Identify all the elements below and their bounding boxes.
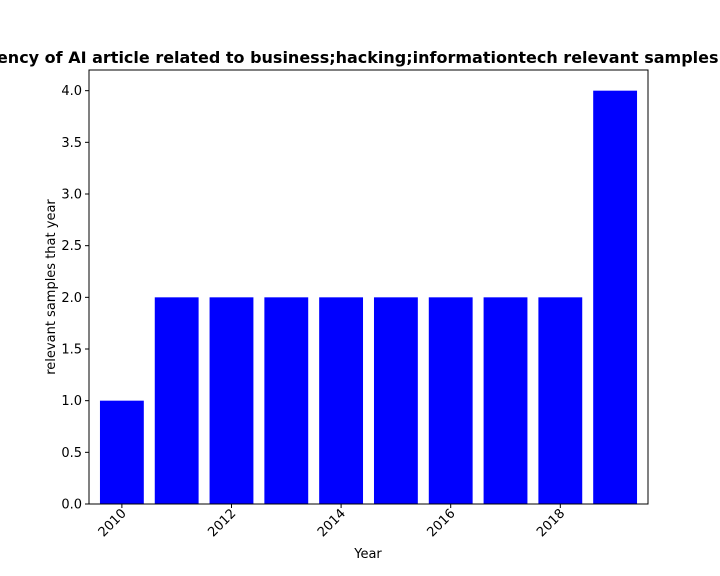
y-tick-label: 0.0 [61,498,82,513]
y-tick-label: 1.5 [61,343,82,358]
y-tick-label: 2.5 [61,239,82,254]
y-tick-label: 2.0 [61,291,82,306]
x-tick-label: 2016 [425,506,459,540]
x-tick-label: 2014 [315,506,349,540]
y-tick-label: 3.0 [61,188,82,203]
bar-2016 [428,297,473,504]
bar-2017 [483,297,528,504]
x-axis-label: Year [353,547,382,562]
bar-2012 [209,297,254,504]
x-tick-label: 2018 [534,506,568,540]
bar-2010 [99,400,144,504]
bar-2015 [373,297,418,504]
y-axis: 0.0 0.5 1.0 1.5 2.0 2.5 3.0 3.5 4.0 [61,84,89,513]
plot-frame [88,69,649,505]
bar-2018 [538,297,583,504]
y-tick-label: 4.0 [61,84,82,99]
bar-2011 [154,297,199,504]
y-tick-label: 1.0 [61,394,82,409]
chart-title: Sample frequency of AI article related t… [0,48,720,67]
x-axis: 2010 2012 2014 2016 2018 [96,504,568,540]
bar-2014 [319,297,364,504]
y-tick-label: 0.5 [61,446,82,461]
bar-2013 [264,297,309,504]
y-axis-label: relevant samples that year [44,199,59,375]
bar-2019 [593,90,638,505]
x-tick-label: 2012 [205,506,239,540]
y-tick-label: 3.5 [61,136,82,151]
bars-group [99,90,638,505]
x-tick-label: 2010 [96,506,130,540]
